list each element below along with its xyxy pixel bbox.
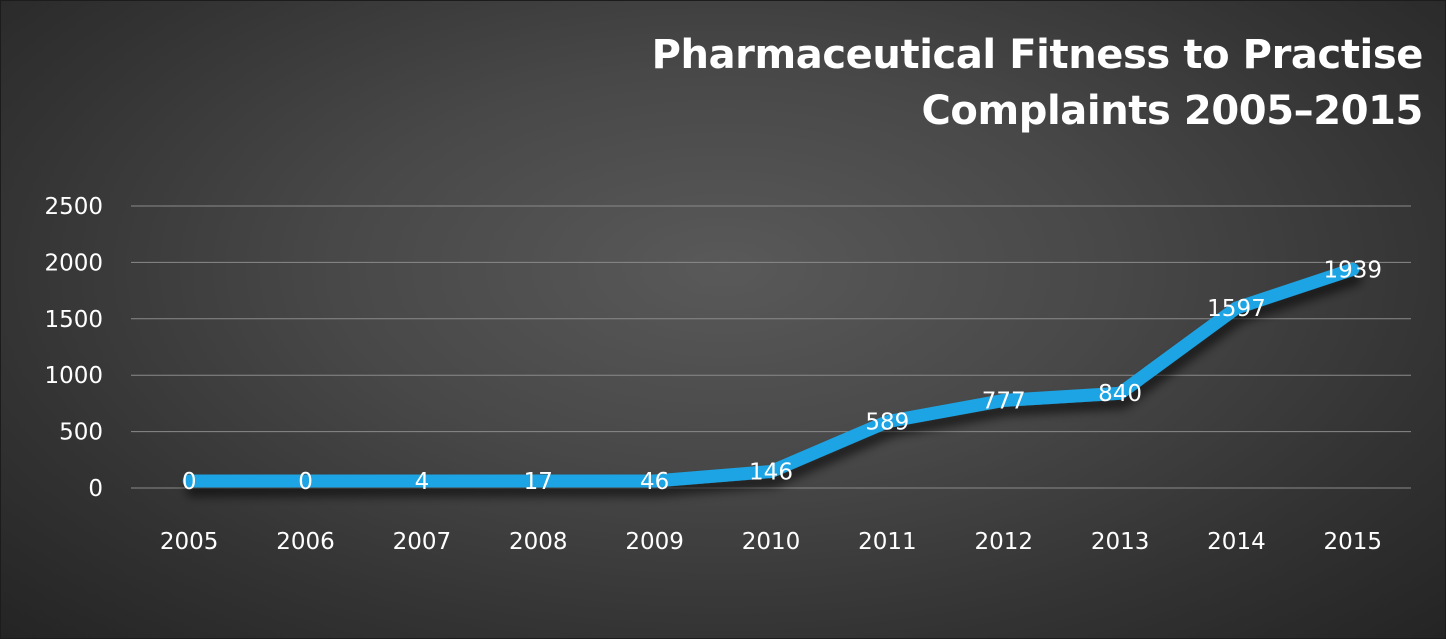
data-label: 17 (524, 469, 553, 495)
x-tick-label: 2011 (858, 529, 917, 555)
data-label: 1597 (1207, 296, 1266, 322)
data-label: 777 (982, 388, 1026, 414)
y-axis-tick-labels: 0 500 1000 1500 2000 2500 (44, 194, 103, 502)
data-label: 840 (1098, 381, 1142, 407)
gridlines (131, 205, 1411, 489)
data-label: 1939 (1324, 257, 1383, 283)
series-layer (182, 262, 1360, 488)
chart-title: Pharmaceutical Fitness to Practise Compl… (423, 27, 1424, 139)
x-tick-label: 2013 (1091, 529, 1150, 555)
x-axis-tick-labels: 2005 2006 2007 2008 2009 2010 2011 2012 2013 2014… (160, 529, 1382, 555)
x-tick-label: 2005 (160, 529, 219, 555)
series-line (182, 262, 1360, 488)
data-label: 146 (749, 460, 793, 486)
y-tick-label: 2000 (44, 250, 103, 276)
data-labels: 0 0 4 17 46 146 589 777 840 1597 1939 (182, 257, 1382, 495)
x-tick-label: 2007 (393, 529, 452, 555)
data-label: 589 (865, 410, 909, 436)
data-label: 4 (415, 469, 430, 495)
data-label: 0 (182, 469, 197, 495)
x-tick-label: 2008 (509, 529, 568, 555)
chart-title-line-2: Complaints 2005–2015 (921, 88, 1423, 134)
data-label: 46 (640, 469, 669, 495)
x-tick-label: 2010 (742, 529, 801, 555)
y-tick-label: 2500 (44, 194, 103, 220)
x-tick-label: 2006 (276, 529, 335, 555)
y-tick-label: 1500 (44, 307, 103, 333)
y-tick-label: 0 (88, 476, 103, 502)
y-tick-label: 1000 (44, 363, 103, 389)
x-tick-label: 2009 (625, 529, 684, 555)
y-tick-label: 500 (59, 420, 103, 446)
x-tick-label: 2015 (1324, 529, 1383, 555)
x-tick-label: 2012 (974, 529, 1033, 555)
x-tick-label: 2014 (1207, 529, 1266, 555)
data-label: 0 (298, 469, 313, 495)
chart-title-line-1: Pharmaceutical Fitness to Practise (651, 32, 1424, 78)
